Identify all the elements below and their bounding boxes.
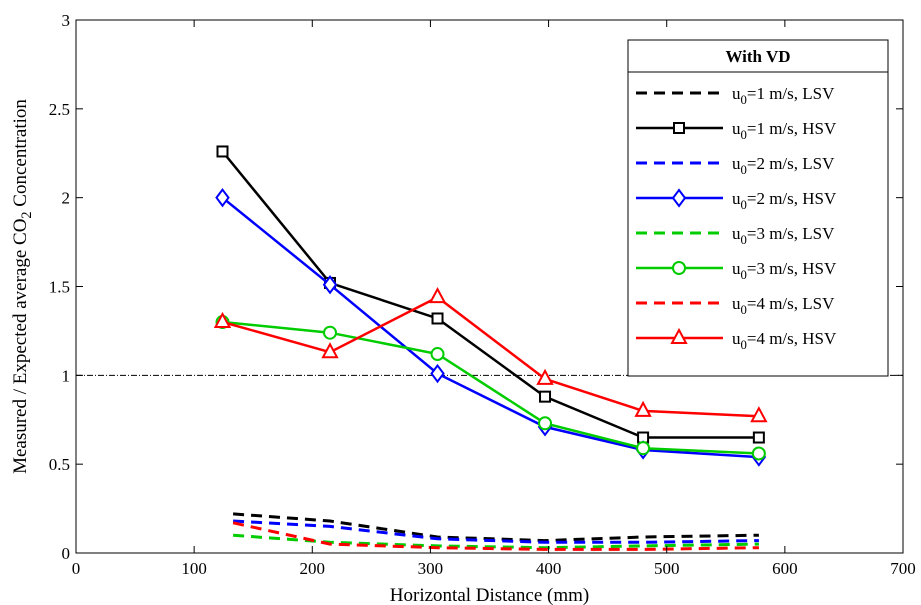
data-point <box>428 287 447 304</box>
data-point <box>323 325 338 340</box>
series-6 <box>215 315 766 461</box>
y-tick-label: 1.5 <box>49 278 70 297</box>
series-8 <box>213 287 768 423</box>
x-tick-label: 600 <box>772 559 798 578</box>
series-line <box>233 519 759 544</box>
data-point <box>634 400 652 417</box>
x-tick-label: 200 <box>300 559 326 578</box>
legend-entry-4: u0=2 m/s, HSV <box>636 188 837 212</box>
x-tick-label: 500 <box>654 559 680 578</box>
legend-label: u0=4 m/s, LSV <box>732 294 835 317</box>
y-tick-label: 0.5 <box>49 455 70 474</box>
legend-marker <box>673 122 685 134</box>
x-tick-label: 100 <box>181 559 207 578</box>
data-point <box>216 145 229 158</box>
x-axis-label: Horizontal Distance (mm) <box>390 585 589 605</box>
data-point <box>752 431 765 444</box>
series-line <box>222 295 759 418</box>
data-point <box>751 446 766 461</box>
legend-box <box>627 39 889 377</box>
series-line <box>221 196 759 459</box>
series-1 <box>232 512 759 543</box>
data-point <box>636 441 651 456</box>
data-point <box>430 363 445 384</box>
legend-title: With VD <box>725 47 790 66</box>
x-tick-label: 700 <box>890 559 916 578</box>
legend-label: u0=3 m/s, LSV <box>732 224 835 247</box>
y-tick-label: 0 <box>62 544 71 563</box>
y-tick-label: 2 <box>62 189 71 208</box>
legend-marker <box>672 261 686 275</box>
series-3 <box>233 519 759 544</box>
series-line <box>232 512 759 543</box>
series-line <box>222 320 759 455</box>
x-tick-label: 300 <box>418 559 444 578</box>
legend-entry-8: u0=4 m/s, HSV <box>636 327 837 352</box>
series-layer <box>213 145 768 551</box>
legend-entry-1: u0=1 m/s, LSV <box>636 84 835 107</box>
legend-entry-6: u0=3 m/s, HSV <box>636 259 837 282</box>
legend: With VD u0=1 m/s, LSV u0=1 m/s, HSV u0=2 m/… <box>627 39 889 377</box>
data-point <box>539 390 552 403</box>
data-point <box>431 312 444 325</box>
legend-marker <box>670 327 688 344</box>
x-tick-label: 400 <box>536 559 562 578</box>
data-point <box>213 311 232 329</box>
legend-entry-3: u0=2 m/s, LSV <box>636 154 835 177</box>
legend-label: u0=3 m/s, HSV <box>732 259 837 282</box>
legend-entry-5: u0=3 m/s, LSV <box>636 224 835 247</box>
data-point <box>536 368 554 385</box>
x-tick-label: 0 <box>72 559 81 578</box>
legend-label: u0=1 m/s, LSV <box>732 84 835 107</box>
series-7 <box>232 521 759 551</box>
legend-label: u0=2 m/s, HSV <box>732 189 837 212</box>
legend-entry-7: u0=4 m/s, LSV <box>636 294 835 317</box>
data-point <box>321 342 339 359</box>
data-point <box>538 416 553 431</box>
y-axis-label: Measured / Expected average CO2 Concentr… <box>10 99 35 474</box>
legend-entry-2: u0=1 m/s, HSV <box>636 119 837 142</box>
legend-label: u0=2 m/s, LSV <box>732 154 835 177</box>
series-line <box>221 150 759 439</box>
legend-label: u0=1 m/s, HSV <box>732 119 837 142</box>
series-line <box>232 521 759 551</box>
y-tick-label: 2.5 <box>49 100 70 119</box>
data-point <box>322 275 338 295</box>
data-point <box>750 406 768 423</box>
legend-marker <box>671 188 687 208</box>
legend-label: u0=4 m/s, HSV <box>732 329 837 352</box>
axes-layer: 0 100 200 300 400 500 600 700 0 0.5 1 1.5 2 2.5 3 Horiz… <box>10 11 916 605</box>
y-tick-label: 3 <box>62 11 71 30</box>
data-point <box>430 347 445 362</box>
data-point <box>215 188 230 208</box>
y-tick-label: 1 <box>62 366 71 385</box>
